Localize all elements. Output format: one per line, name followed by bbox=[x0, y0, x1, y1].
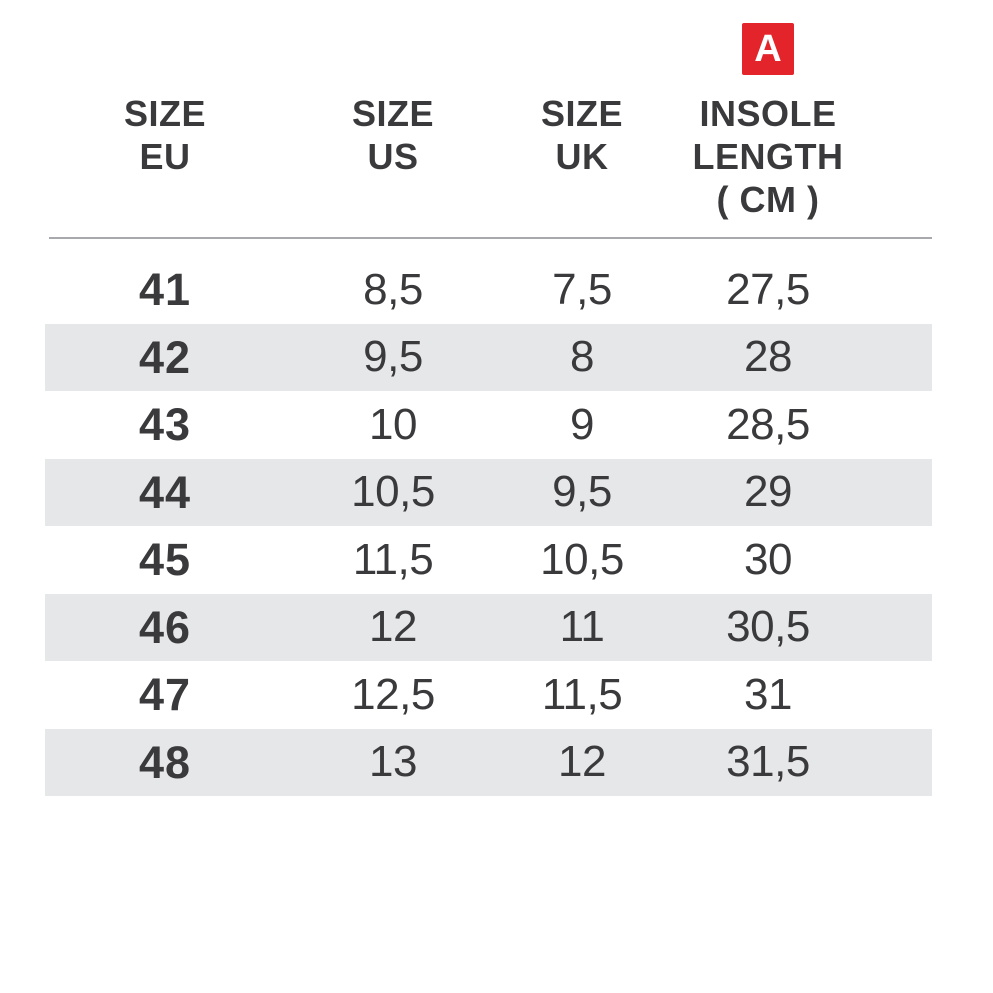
header-divider bbox=[49, 237, 932, 239]
insole-length-cell: 28,5 bbox=[726, 399, 810, 449]
size-uk-cell: 11 bbox=[559, 602, 605, 652]
column-header-size-us: SIZE US bbox=[285, 0, 501, 237]
size-eu-cell: 47 bbox=[138, 669, 192, 721]
insole-length-cell: 30 bbox=[744, 534, 792, 584]
insole-length-cell: 29 bbox=[744, 467, 792, 517]
table-row: 48 13 12 31,5 bbox=[45, 728, 932, 796]
insole-length-cell: 31,5 bbox=[726, 737, 810, 787]
size-eu-cell: 45 bbox=[138, 534, 192, 586]
header-line: LENGTH bbox=[692, 136, 844, 177]
header-line: ( CM ) bbox=[716, 179, 820, 220]
column-header-size-eu: SIZE EU bbox=[45, 0, 285, 237]
size-uk-cell: 9,5 bbox=[552, 467, 612, 517]
table-row: 42 9,5 8 28 bbox=[45, 323, 932, 391]
size-eu-cell: 46 bbox=[138, 601, 192, 653]
size-uk-cell: 7,5 bbox=[552, 264, 612, 314]
table-row: 45 11,5 10,5 30 bbox=[45, 526, 932, 594]
size-uk-cell: 8 bbox=[570, 332, 594, 382]
table-row: 47 12,5 11,5 31 bbox=[45, 661, 932, 729]
badge-label: A bbox=[754, 27, 782, 70]
header-line: UK bbox=[555, 136, 609, 177]
size-us-cell: 13 bbox=[369, 737, 417, 787]
size-eu-cell: 41 bbox=[138, 264, 192, 316]
column-header-size-uk: SIZE UK bbox=[501, 0, 663, 237]
insole-length-cell: 30,5 bbox=[726, 602, 810, 652]
header-line: US bbox=[367, 136, 419, 177]
table-row: 41 8,5 7,5 27,5 bbox=[45, 256, 932, 324]
size-us-cell: 11,5 bbox=[352, 534, 434, 584]
size-us-cell: 9,5 bbox=[363, 332, 423, 382]
size-eu-cell: 44 bbox=[138, 466, 192, 518]
size-us-cell: 12,5 bbox=[351, 669, 435, 719]
size-uk-cell: 9 bbox=[570, 399, 594, 449]
table-header: SIZE EU SIZE US SIZE UK A INSOLE LENGTH … bbox=[45, 0, 932, 237]
size-us-cell: 10,5 bbox=[351, 467, 435, 517]
insole-length-cell: 31 bbox=[744, 669, 792, 719]
table-row: 46 12 11 30,5 bbox=[45, 593, 932, 661]
table-row: 44 10,5 9,5 29 bbox=[45, 458, 932, 526]
insole-length-cell: 28 bbox=[744, 332, 792, 382]
dimension-a-badge: A bbox=[742, 23, 794, 75]
size-eu-cell: 48 bbox=[138, 736, 192, 788]
header-line: EU bbox=[139, 136, 191, 177]
insole-length-cell: 27,5 bbox=[726, 264, 810, 314]
size-uk-cell: 10,5 bbox=[540, 534, 624, 584]
size-eu-cell: 43 bbox=[138, 399, 192, 451]
column-header-insole-length: A INSOLE LENGTH ( CM ) bbox=[663, 0, 932, 237]
header-line: SIZE bbox=[123, 93, 206, 134]
size-us-cell: 8,5 bbox=[363, 264, 423, 314]
header-line: SIZE bbox=[351, 93, 434, 134]
table-row: 43 10 9 28,5 bbox=[45, 391, 932, 459]
size-uk-cell: 12 bbox=[558, 737, 606, 787]
size-eu-cell: 42 bbox=[138, 331, 192, 383]
table-body: 41 8,5 7,5 27,5 42 9,5 8 28 43 10 9 28,5… bbox=[45, 256, 932, 796]
size-table: SIZE EU SIZE US SIZE UK A INSOLE LENGTH … bbox=[45, 0, 932, 796]
size-us-cell: 10 bbox=[369, 399, 417, 449]
insole-header-text: INSOLE LENGTH ( CM ) bbox=[693, 92, 844, 221]
size-uk-cell: 11,5 bbox=[541, 669, 623, 719]
header-line: INSOLE bbox=[699, 93, 837, 134]
header-line: SIZE bbox=[540, 93, 623, 134]
size-us-cell: 12 bbox=[369, 602, 417, 652]
